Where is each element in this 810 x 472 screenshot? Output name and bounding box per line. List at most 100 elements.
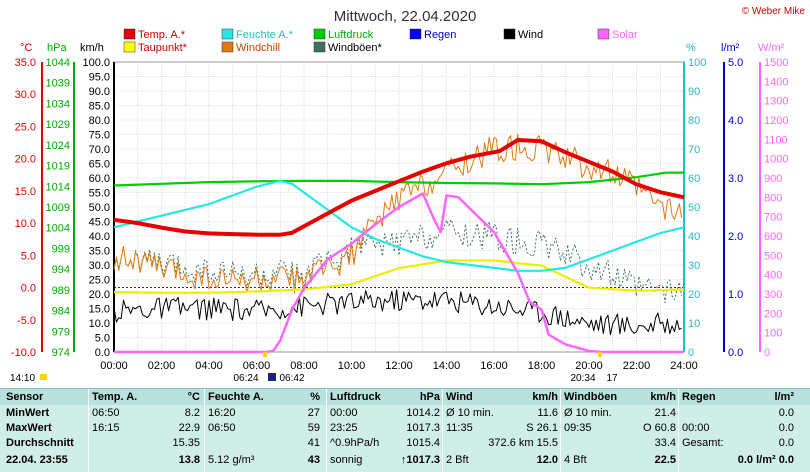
temp-tick-label: 5.0 (21, 250, 36, 262)
rain-tick-label: 0.0 (728, 347, 743, 359)
stats-column-unit: km/h (650, 391, 676, 403)
stats-cell-value: O 60.8 (642, 422, 676, 434)
stats-cell-value: 1014.2 (406, 407, 440, 419)
legend-swatch (221, 28, 234, 40)
x-tick-label: 02:00 (148, 360, 176, 372)
solar-tick-label: 200 (764, 308, 782, 320)
legend-swatch (313, 41, 326, 53)
humidity-unit: % (686, 42, 696, 54)
legend-label: Wind (518, 29, 543, 41)
stats-column-separator (326, 389, 327, 472)
stats-column-header: Regen (682, 391, 716, 403)
legend-label: Feuchte A.* (236, 29, 294, 41)
stats-cell-value: 0.0 (778, 407, 794, 419)
temp-tick-label: 15.0 (15, 186, 36, 198)
stats-cell-time: 2 Bft (446, 454, 469, 466)
wind-tick-label: 45.0 (89, 217, 110, 229)
stats-column-separator (442, 389, 443, 472)
wind-tick-label: 0.0 (95, 347, 110, 359)
stats-row-label: Durchschnitt (6, 437, 74, 449)
statistics-panel: Sensor MinWert MaxWert Durchschnitt 22.04. 2… (0, 388, 810, 472)
solar-tick-label: 300 (764, 289, 782, 301)
humidity-tick-label: 70 (688, 144, 700, 156)
stats-cell-time: 06:50 (208, 422, 236, 434)
pressure-tick-label: 1039 (46, 78, 70, 90)
legend-label: Taupunkt* (138, 42, 188, 54)
solar-tick-label: 900 (764, 173, 782, 185)
series-line-solar (114, 192, 684, 354)
solar-tick-label: 800 (764, 192, 782, 204)
temp-tick-label: -10.0 (11, 347, 36, 359)
solar-tick-label: 0 (764, 347, 770, 359)
rain-tick-label: 2.0 (728, 231, 743, 243)
stats-cell-time: Ø 10 min. (564, 407, 612, 419)
humidity-tick-label: 60 (688, 173, 700, 185)
chart-title: Mittwoch, 22.04.2020 (334, 8, 477, 25)
humidity-tick-label: 50 (688, 202, 700, 214)
stats-cell-value: 22.9 (178, 422, 200, 434)
legend-swatch (123, 28, 136, 40)
wind-tick-label: 5.0 (95, 333, 110, 345)
stats-cell-time: 06:50 (92, 407, 120, 419)
stats-column-unit: km/h (532, 391, 558, 403)
stats-column-header: Windböen (564, 391, 618, 403)
stats-cell-time: ^0.9hPa/h (330, 437, 380, 449)
stats-row-label: 22.04. 23:55 (6, 454, 68, 466)
stats-cell-time: 16:20 (208, 407, 236, 419)
x-tick-label: 18:00 (528, 360, 556, 372)
x-tick-label: 06:00 (243, 360, 271, 372)
temp-tick-label: 20.0 (15, 154, 36, 166)
wind-tick-label: 80.0 (89, 115, 110, 127)
humidity-tick-label: 80 (688, 115, 700, 127)
pressure-unit: hPa (47, 42, 67, 54)
stats-cell-value: 0.0 l/m² 0.0 (737, 454, 794, 466)
x-tick-label: 20:00 (575, 360, 603, 372)
pressure-tick-label: 979 (52, 326, 70, 338)
axis-units: °C hPa km/h% l/m² W/m² (20, 42, 785, 54)
temp-tick-label: -5.0 (17, 315, 36, 327)
solar-tick-label: 1200 (764, 115, 788, 127)
stats-cell-value: 43 (307, 454, 320, 466)
axes: 35.0 30.0 25.0 20.0 15.0 10.0 5.0 0.0 -5.0 -10.0 1… (11, 57, 789, 372)
stats-row-label: MinWert (6, 407, 50, 419)
stats-cell-value: 8.2 (184, 407, 200, 419)
legend-label: Solar (612, 29, 638, 41)
humidity-tick-label: 40 (688, 231, 700, 243)
wind-tick-label: 55.0 (89, 188, 110, 200)
temp-tick-label: 35.0 (15, 57, 36, 69)
solar-tick-label: 1100 (764, 134, 788, 146)
x-tick-label: 00:00 (100, 360, 128, 372)
stats-column-header: Wind (446, 391, 473, 403)
series-line-wind (113, 289, 682, 336)
stats-column-separator (678, 389, 679, 472)
humidity-tick-label: 100 (688, 57, 706, 69)
stats-cell-value: 59 (307, 422, 320, 434)
stats-cell-time: 23:25 (330, 422, 358, 434)
wind-tick-label: 75.0 (89, 130, 110, 142)
stats-cell-time: 00:00 (330, 407, 358, 419)
legend-label: Luftdruck (328, 29, 374, 41)
temp-tick-label: 10.0 (15, 218, 36, 230)
x-tick-label: 08:00 (290, 360, 318, 372)
wind-tick-label: 50.0 (89, 202, 110, 214)
pressure-tick-label: 1019 (46, 161, 70, 173)
stats-cell-value: 27 (307, 407, 320, 419)
rain-tick-label: 1.0 (728, 289, 743, 301)
humidity-tick-label: 30 (688, 260, 700, 272)
stats-cell-value: 0.0 (778, 437, 794, 449)
event-markers: 06:24 06:42 20:34 17 14:10 (10, 352, 618, 384)
rain-unit: l/m² (721, 42, 740, 54)
stats-column-header: Luftdruck (330, 391, 381, 403)
solar-tick-label: 1500 (764, 57, 788, 69)
x-tick-label: 24:00 (670, 360, 698, 372)
wind-tick-label: 90.0 (89, 86, 110, 98)
solar-tick-label: 1000 (764, 154, 788, 166)
series (113, 133, 685, 354)
series-line-feuchtea (113, 179, 685, 272)
solar-tick-label: 1300 (764, 96, 788, 108)
wind-tick-label: 95.0 (89, 72, 110, 84)
stats-cell-value: 21.4 (654, 407, 676, 419)
solar-tick-label: 1400 (764, 76, 788, 88)
pressure-tick-label: 1009 (46, 202, 70, 214)
stats-cell-value: 33.4 (654, 437, 676, 449)
